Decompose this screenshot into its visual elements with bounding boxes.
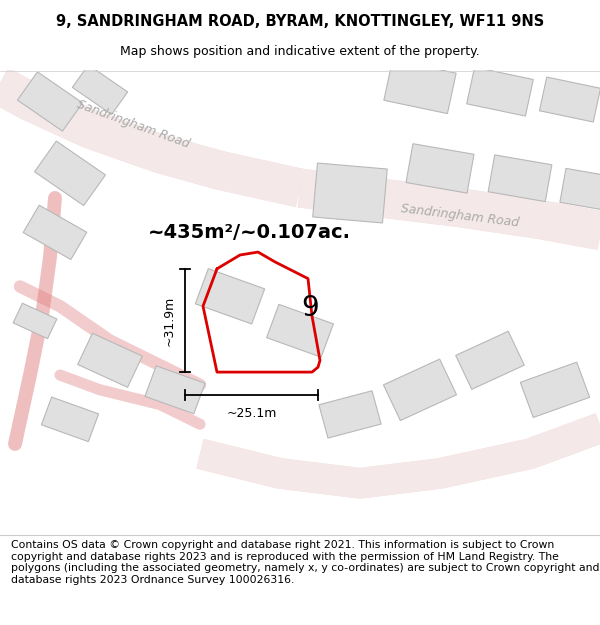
Polygon shape (13, 303, 57, 339)
Polygon shape (384, 60, 456, 114)
Text: ~31.9m: ~31.9m (163, 296, 176, 346)
Text: Contains OS data © Crown copyright and database right 2021. This information is : Contains OS data © Crown copyright and d… (11, 540, 599, 585)
Polygon shape (520, 362, 590, 418)
Polygon shape (196, 269, 265, 324)
Text: 9, SANDRINGHAM ROAD, BYRAM, KNOTTINGLEY, WF11 9NS: 9, SANDRINGHAM ROAD, BYRAM, KNOTTINGLEY,… (56, 14, 544, 29)
Polygon shape (455, 331, 524, 389)
Polygon shape (488, 155, 552, 202)
Text: ~25.1m: ~25.1m (226, 406, 277, 419)
Polygon shape (23, 205, 87, 259)
Polygon shape (319, 391, 381, 438)
Polygon shape (35, 141, 106, 206)
Polygon shape (17, 72, 83, 131)
Polygon shape (539, 77, 600, 122)
Polygon shape (73, 65, 128, 114)
Text: ~435m²/~0.107ac.: ~435m²/~0.107ac. (148, 223, 351, 242)
Text: Sandringham Road: Sandringham Road (75, 98, 191, 151)
Text: Map shows position and indicative extent of the property.: Map shows position and indicative extent… (120, 45, 480, 58)
Polygon shape (313, 163, 387, 223)
Polygon shape (77, 333, 142, 388)
Text: 9: 9 (301, 294, 319, 322)
Polygon shape (383, 359, 457, 421)
Polygon shape (560, 168, 600, 212)
Polygon shape (41, 397, 98, 442)
Polygon shape (406, 144, 474, 193)
Polygon shape (467, 68, 533, 116)
Text: Sandringham Road: Sandringham Road (400, 202, 520, 229)
Polygon shape (145, 366, 205, 414)
Polygon shape (266, 304, 334, 357)
